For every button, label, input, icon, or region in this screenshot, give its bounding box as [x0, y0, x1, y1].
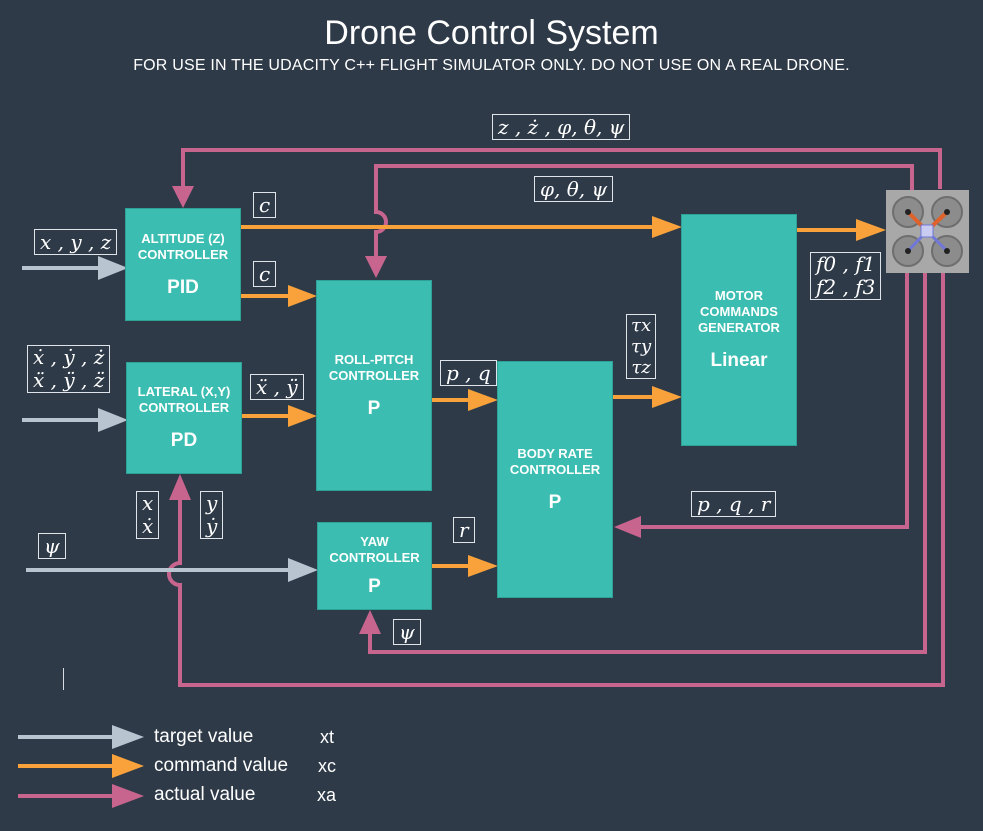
thrust-command-rollpitch-label: c — [253, 261, 277, 287]
arrowhead-c-motor — [652, 216, 682, 238]
arrowhead-r — [468, 555, 498, 577]
feedback-body-rates-label: p , q , r — [691, 491, 777, 517]
roll-pitch-controller-name: ROLL-PITCH CONTROLLER — [328, 351, 420, 383]
body-rate-controller-type: P — [548, 491, 562, 513]
feedback-pqr-line — [640, 272, 909, 529]
thrust-command-motor-label: c — [253, 192, 277, 218]
legend-arrowhead-command — [112, 754, 144, 778]
target-yaw-label: ψ — [38, 533, 66, 559]
motor-commands-generator-type: Linear — [710, 350, 768, 371]
feedback-state-label: z , ż , φ, θ, ψ — [492, 114, 631, 140]
legend-arrowhead-target — [112, 725, 144, 749]
feedback-psi-line — [368, 272, 927, 654]
yaw-controller-type: P — [368, 576, 381, 597]
feedback-position-line — [167, 272, 945, 687]
arrowhead-tau — [652, 386, 682, 408]
legend-target-label: target value — [154, 726, 254, 747]
feedback-attitude-label: φ, θ, ψ — [534, 176, 614, 202]
legend-target-symbol: xt — [320, 727, 335, 747]
lateral-controller-name: LATERAL (X,Y) CONTROLLER — [137, 384, 231, 415]
arrowhead-forces — [856, 219, 886, 241]
diagram-title: Drone Control System — [324, 14, 659, 52]
body-rate-controller-block: BODY RATE CONTROLLER P — [497, 361, 613, 598]
altitude-controller-name: ALTITUDE (Z) CONTROLLER — [137, 230, 229, 262]
text-cursor — [63, 668, 64, 690]
altitude-controller-block: ALTITUDE (Z) CONTROLLER PID — [125, 208, 241, 321]
motor-commands-generator-block: MOTOR COMMANDS GENERATOR Linear — [681, 214, 797, 446]
pq-command-label: p , q — [440, 360, 497, 386]
lateral-controller-type: PD — [170, 430, 198, 451]
motor-commands-generator-name: MOTOR COMMANDS GENERATOR — [698, 288, 780, 335]
feedback-yaw-label: ψ — [393, 619, 421, 645]
arrowhead-c-rollpitch — [288, 285, 317, 307]
roll-pitch-controller-block: ROLL-PITCH CONTROLLER P — [316, 280, 432, 491]
acceleration-command-label: ẍ , ÿ — [250, 374, 304, 400]
feedback-y-label: y ẏ — [200, 491, 224, 539]
arrowhead-feedback-position — [169, 474, 191, 500]
legend-actual-symbol: xa — [317, 785, 337, 805]
quadcopter-graphic — [892, 196, 963, 267]
arrowhead-feedback-top — [172, 186, 194, 208]
legend-actual-label: actual value — [154, 784, 256, 805]
yaw-rate-command-label: r — [453, 517, 475, 543]
feedback-x-label: x ẋ — [136, 491, 160, 539]
arrowhead-feedback-pqr — [614, 516, 641, 538]
target-velocity-accel-label: ẋ , ẏ , ż ẍ , ÿ , z̈ — [27, 345, 111, 393]
arrowhead-feedback-attitude — [365, 256, 387, 278]
arrowhead-psi — [288, 558, 318, 582]
feedback-attitude-line — [374, 164, 914, 258]
target-position-label: x , y , z — [34, 229, 118, 255]
quadcopter-icon — [886, 190, 969, 273]
yaw-controller-block: YAW CONTROLLER P — [317, 522, 432, 610]
motor-forces-label: f0 , f1 f2 , f3 — [810, 252, 882, 300]
arrowhead-pq — [468, 389, 498, 411]
feedback-top-line — [181, 148, 942, 189]
legend-command-label: command value — [154, 755, 289, 776]
legend-command-symbol: xc — [318, 756, 336, 776]
altitude-controller-type: PID — [167, 276, 199, 298]
arrowhead-xyz — [98, 256, 128, 280]
body-rate-controller-name: BODY RATE CONTROLLER — [509, 445, 601, 477]
yaw-controller-name: YAW CONTROLLER — [329, 534, 420, 565]
diagram-subtitle: FOR USE IN THE UDACITY C++ FLIGHT SIMULA… — [133, 57, 850, 74]
moment-command-label: τx τy τz — [626, 314, 657, 379]
arrowhead-xyz-dot — [98, 408, 128, 432]
legend-arrowhead-actual — [112, 784, 144, 808]
arrowhead-accel — [288, 405, 317, 427]
lateral-controller-block: LATERAL (X,Y) CONTROLLER PD — [126, 362, 242, 474]
arrowhead-feedback-psi — [359, 610, 381, 634]
roll-pitch-controller-type: P — [367, 397, 381, 419]
